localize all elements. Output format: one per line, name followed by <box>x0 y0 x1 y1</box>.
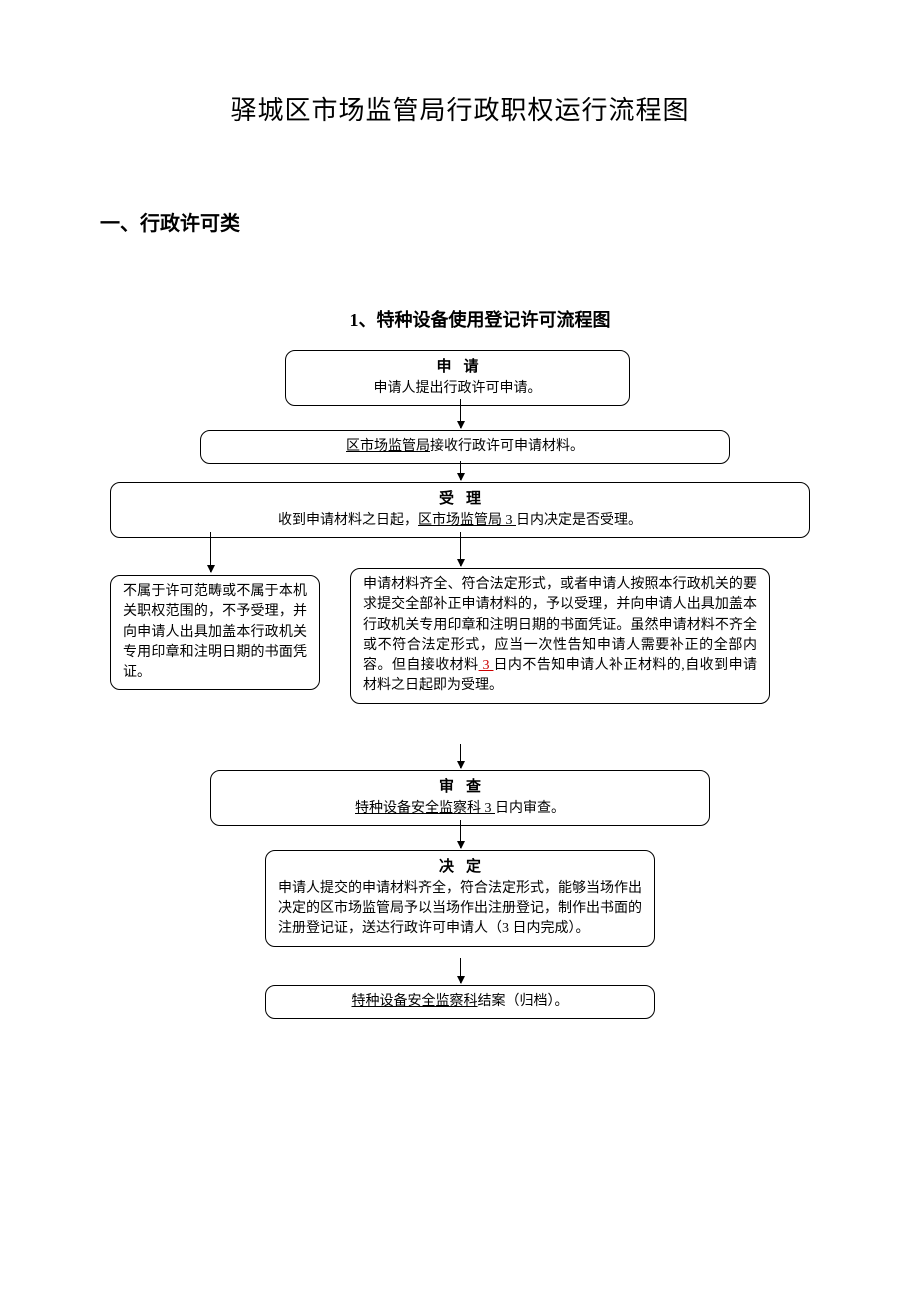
flowchart-node: 区市场监管局接收行政许可申请材料。 <box>200 430 730 464</box>
node-title: 决定 <box>290 857 642 879</box>
flowchart-node: 审查特种设备安全监察科 3 日内审查。 <box>210 770 710 826</box>
node-text: 不属于许可范畴或不属于本机关职权范围的，不予受理，并向申请人出具加盖本行政机关专… <box>123 582 307 683</box>
node-text: 特种设备安全监察科 3 日内审查。 <box>223 799 697 819</box>
node-title: 申请 <box>310 357 617 379</box>
flow-arrow <box>460 958 461 983</box>
node-text: 特种设备安全监察科结案（归档）。 <box>278 992 642 1012</box>
flow-arrow <box>460 744 461 768</box>
flowchart-node: 不属于许可范畴或不属于本机关职权范围的，不予受理，并向申请人出具加盖本行政机关专… <box>110 575 320 690</box>
flow-arrow <box>460 461 461 480</box>
node-text: 申请人提出行政许可申请。 <box>298 379 617 399</box>
flowchart-node: 申请申请人提出行政许可申请。 <box>285 350 630 406</box>
node-text: 申请材料齐全、符合法定形式，或者申请人按照本行政机关的要求提交全部补正申请材料的… <box>363 575 757 697</box>
flow-arrow <box>460 399 461 428</box>
flowchart-node: 申请材料齐全、符合法定形式，或者申请人按照本行政机关的要求提交全部补正申请材料的… <box>350 568 770 704</box>
node-text: 收到申请材料之日起，区市场监管局 3 日内决定是否受理。 <box>123 511 797 531</box>
flow-arrow <box>460 820 461 848</box>
document-title: 驿城区市场监管局行政职权运行流程图 <box>100 90 820 127</box>
section-heading: 一、行政许可类 <box>100 207 820 236</box>
flowchart-node: 决定申请人提交的申请材料齐全，符合法定形式，能够当场作出决定的区市场监管局予以当… <box>265 850 655 947</box>
flowchart-node: 受理收到申请材料之日起，区市场监管局 3 日内决定是否受理。 <box>110 482 810 538</box>
node-title: 审查 <box>235 777 697 799</box>
flowchart-title: 1、特种设备使用登记许可流程图 <box>140 306 820 332</box>
flow-arrow <box>210 532 211 572</box>
flowchart-container: 申请申请人提出行政许可申请。区市场监管局接收行政许可申请材料。受理收到申请材料之… <box>110 350 810 1050</box>
flowchart-node: 特种设备安全监察科结案（归档）。 <box>265 985 655 1019</box>
flow-arrow <box>460 532 461 566</box>
node-text: 申请人提交的申请材料齐全，符合法定形式，能够当场作出决定的区市场监管局予以当场作… <box>278 879 642 940</box>
node-text: 区市场监管局接收行政许可申请材料。 <box>213 437 717 457</box>
node-title: 受理 <box>135 489 797 511</box>
